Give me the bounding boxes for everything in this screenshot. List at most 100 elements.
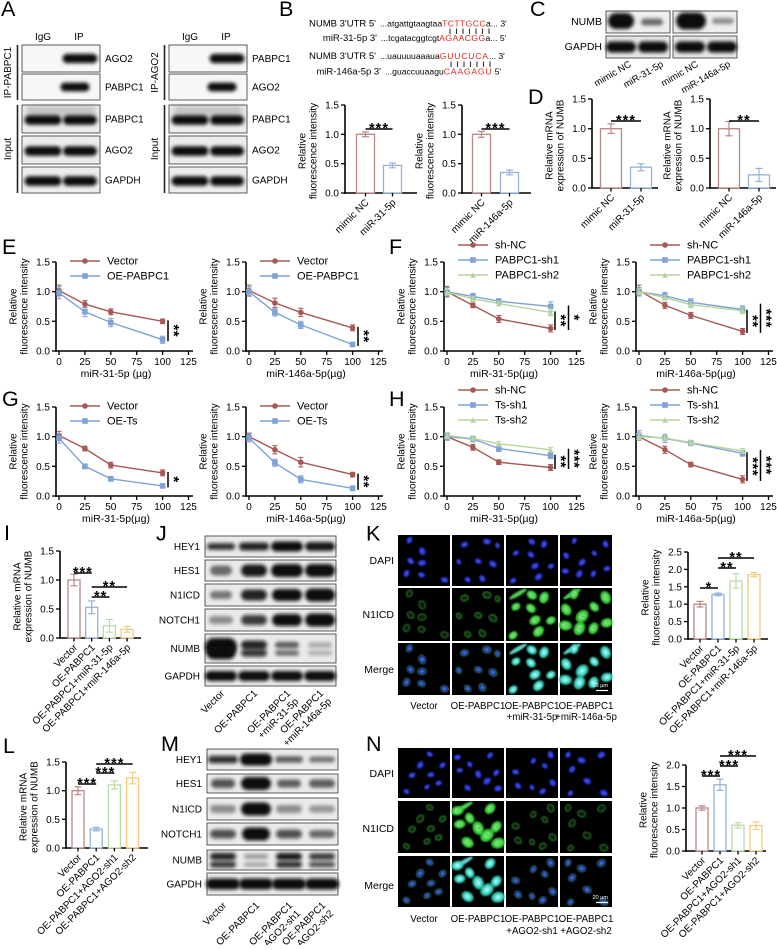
svg-text:OE-PABPC1: OE-PABPC1 — [451, 701, 506, 712]
svg-text:Relative: Relative — [9, 433, 20, 470]
svg-text:+AGO2-sh1: +AGO2-sh1 — [506, 926, 557, 937]
svg-text:***: *** — [758, 309, 775, 328]
svg-text:1.0: 1.0 — [325, 130, 339, 141]
svg-text:**: ** — [720, 560, 733, 576]
svg-text:fluorescence intensity: fluorescence intensity — [20, 403, 31, 499]
svg-text:***: *** — [616, 113, 636, 129]
svg-text:OE-PABPC1: OE-PABPC1 — [451, 914, 506, 925]
svg-text:miR-31-5p 3': miR-31-5p 3' — [323, 33, 377, 44]
svg-text:0.0: 0.0 — [46, 844, 60, 855]
svg-text:AGO2: AGO2 — [105, 54, 133, 65]
svg-text:Input: Input — [150, 138, 161, 160]
svg-text:1.0: 1.0 — [226, 287, 240, 298]
svg-text:0: 0 — [246, 357, 252, 368]
svg-text:DAPI: DAPI — [369, 555, 394, 567]
svg-text:**: ** — [552, 314, 569, 327]
svg-text:N1ICD: N1ICD — [362, 609, 394, 621]
svg-text:miR-146a-5p(µg): miR-146a-5p(µg) — [656, 513, 736, 525]
svg-text:fluorescence intensity: fluorescence intensity — [210, 258, 221, 354]
svg-text:0.0: 0.0 — [226, 492, 240, 503]
svg-text:sh-NC: sh-NC — [687, 385, 718, 397]
svg-text:IgG: IgG — [35, 32, 51, 43]
svg-text:1.5: 1.5 — [572, 95, 586, 106]
svg-text:0: 0 — [56, 502, 62, 513]
svg-text:100: 100 — [344, 502, 361, 513]
svg-text:*: * — [566, 315, 583, 321]
svg-text:1.5: 1.5 — [666, 782, 680, 793]
svg-text:***: *** — [701, 768, 721, 784]
svg-text:expression of NUMB: expression of NUMB — [30, 761, 41, 853]
svg-text:1.5: 1.5 — [616, 403, 630, 414]
svg-text:0.5: 0.5 — [40, 605, 54, 616]
svg-text:0: 0 — [246, 502, 252, 513]
svg-text:100: 100 — [542, 357, 559, 368]
svg-text:**: ** — [729, 550, 742, 566]
svg-text:L: L — [3, 734, 15, 758]
svg-text:**: ** — [737, 113, 750, 129]
svg-text:I: I — [4, 521, 10, 545]
svg-text:expression of NUMB: expression of NUMB — [556, 99, 567, 191]
svg-text:0.5: 0.5 — [572, 154, 586, 165]
svg-text:1.0: 1.0 — [424, 287, 438, 298]
svg-text:75: 75 — [131, 502, 143, 513]
svg-text:fluorescence intensity: fluorescence intensity — [210, 403, 221, 499]
svg-text:fluorescence intensity: fluorescence intensity — [426, 103, 437, 199]
svg-text:A: A — [1, 0, 16, 21]
svg-text:50: 50 — [105, 502, 117, 513]
svg-text:20 µm: 20 µm — [593, 895, 609, 901]
svg-text:0.5: 0.5 — [616, 317, 630, 328]
svg-text:100: 100 — [734, 357, 751, 368]
svg-text:AGO2: AGO2 — [105, 146, 133, 157]
svg-text:1.5: 1.5 — [40, 547, 54, 558]
svg-text:fluorescence intensity: fluorescence intensity — [650, 762, 661, 858]
svg-text:75: 75 — [321, 357, 333, 368]
svg-text:F: F — [389, 235, 402, 259]
svg-text:1.0: 1.0 — [572, 124, 586, 135]
svg-text:1.5: 1.5 — [36, 403, 50, 414]
svg-text:50: 50 — [105, 357, 117, 368]
svg-text:*: * — [706, 580, 713, 596]
svg-text:0.5: 0.5 — [690, 154, 704, 165]
svg-text:PABPC1: PABPC1 — [105, 83, 144, 94]
svg-text:0.0: 0.0 — [616, 347, 630, 358]
svg-text:0: 0 — [636, 502, 642, 513]
svg-text:1.0: 1.0 — [226, 432, 240, 443]
svg-text:0.0: 0.0 — [325, 189, 339, 200]
svg-text:IP-AGO2: IP-AGO2 — [150, 52, 161, 93]
svg-text:0.5: 0.5 — [36, 317, 50, 328]
svg-text:GAPDH: GAPDH — [565, 41, 602, 53]
svg-text:0.0: 0.0 — [616, 492, 630, 503]
svg-text:DAPI: DAPI — [369, 768, 394, 780]
svg-text:GAPDH: GAPDH — [166, 880, 202, 891]
svg-text:75: 75 — [711, 502, 723, 513]
svg-text:NOTCH1: NOTCH1 — [161, 830, 203, 841]
svg-text:0.0: 0.0 — [668, 635, 682, 646]
svg-text:2.0: 2.0 — [668, 565, 682, 576]
svg-text:Relative: Relative — [397, 433, 408, 470]
svg-text:NOTCH1: NOTCH1 — [159, 616, 201, 627]
svg-text:PABPC1: PABPC1 — [252, 54, 291, 65]
svg-text:fluorescence intensity: fluorescence intensity — [600, 403, 611, 499]
svg-text:miR-146a-5p(µg): miR-146a-5p(µg) — [656, 368, 736, 380]
svg-text:AGO2: AGO2 — [252, 83, 280, 94]
svg-text:**: ** — [355, 330, 372, 343]
svg-text:75: 75 — [519, 502, 531, 513]
svg-text:125: 125 — [180, 357, 197, 368]
svg-text:N: N — [366, 732, 382, 756]
svg-text:**: ** — [744, 315, 761, 328]
svg-text:0.0: 0.0 — [666, 847, 680, 858]
svg-text:Ts-sh2: Ts-sh2 — [687, 415, 719, 427]
svg-text:1.5: 1.5 — [36, 258, 50, 269]
svg-text:75: 75 — [519, 357, 531, 368]
svg-text:OE-PABPC1: OE-PABPC1 — [505, 701, 560, 712]
svg-text:G: G — [2, 387, 19, 411]
svg-text:1.0: 1.0 — [690, 124, 704, 135]
svg-text:Relative: Relative — [199, 288, 210, 325]
svg-text:***: *** — [369, 121, 389, 137]
svg-text:B: B — [279, 0, 293, 21]
svg-text:1.0: 1.0 — [668, 600, 682, 611]
svg-text:0: 0 — [56, 357, 62, 368]
svg-text:25: 25 — [79, 357, 91, 368]
svg-text:0.0: 0.0 — [572, 184, 586, 195]
svg-text:PABPC1-sh1: PABPC1-sh1 — [495, 255, 559, 267]
